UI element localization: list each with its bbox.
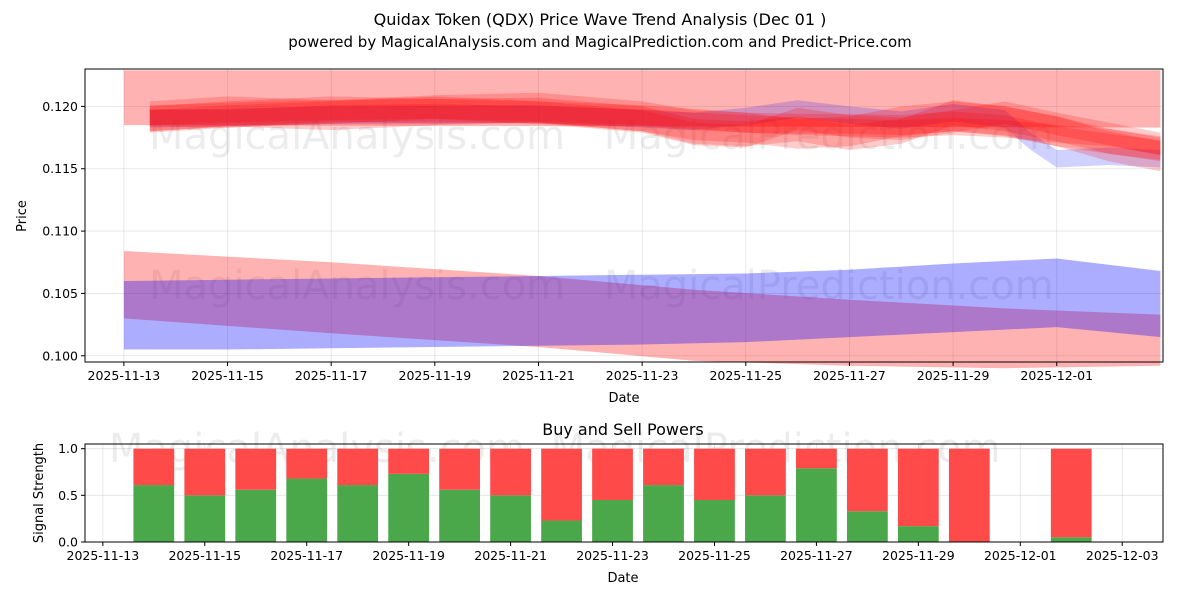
price-y-tick-label: 0.115 bbox=[42, 161, 78, 176]
price-x-ticks: 2025-11-13 2025-11-15 2025-11-17 2025-11-19… bbox=[88, 362, 1093, 383]
buy-bar bbox=[745, 495, 786, 542]
sell-bar bbox=[184, 448, 226, 496]
signal-y-axis-label: Signal Strength bbox=[32, 443, 47, 543]
upper-red-wave bbox=[149, 98, 1161, 160]
price-y-tick-label: 0.110 bbox=[42, 224, 78, 239]
signal-x-tick-label: 2025-11-19 bbox=[372, 548, 445, 563]
sell-bar bbox=[490, 448, 531, 496]
price-x-tick-label: 2025-11-25 bbox=[709, 368, 782, 383]
chart-title: Quidax Token (QDX) Price Wave Trend Anal… bbox=[374, 10, 827, 29]
sell-bar bbox=[286, 448, 328, 479]
signal-x-axis-label: Date bbox=[607, 571, 638, 586]
sell-bar bbox=[846, 448, 888, 512]
buy-bar bbox=[846, 511, 888, 542]
upper-blue-wave bbox=[149, 100, 1161, 168]
price-y-ticks: 0.100 0.105 0.110 0.115 0.120 bbox=[42, 99, 85, 363]
buy-bar bbox=[439, 489, 481, 542]
sell-bar bbox=[337, 448, 379, 486]
signal-y-tick-label: 0.0 bbox=[58, 535, 78, 550]
buy-bar bbox=[286, 478, 328, 542]
sell-bar bbox=[796, 448, 837, 469]
signal-x-tick-label: 2025-11-23 bbox=[576, 548, 649, 563]
watermark-text: MagicalPrediction.com bbox=[604, 263, 1054, 309]
sell-bar bbox=[235, 448, 277, 490]
signal-y-tick-label: 0.5 bbox=[58, 488, 78, 503]
buy-bar bbox=[388, 473, 430, 542]
upper-red-wave bbox=[149, 92, 1161, 172]
sell-bar bbox=[592, 448, 633, 500]
upper-red-wave bbox=[149, 96, 1161, 155]
price-x-tick-label: 2025-11-23 bbox=[606, 368, 679, 383]
price-x-tick-label: 2025-11-17 bbox=[295, 368, 368, 383]
signal-x-ticks: 2025-11-13 2025-11-15 2025-11-17 2025-11-19… bbox=[67, 542, 1159, 563]
price-y-tick-label: 0.120 bbox=[42, 99, 78, 114]
watermark-text: MagicalPrediction.com bbox=[604, 113, 1054, 159]
signal-panel: Buy and Sell Powers MagicalAnalysis.comM… bbox=[32, 420, 1164, 586]
price-x-tick-label: 2025-11-27 bbox=[813, 368, 886, 383]
lower-red-band bbox=[123, 251, 1161, 369]
watermark-text: MagicalAnalysis.com bbox=[149, 263, 565, 309]
signal-x-tick-label: 2025-11-17 bbox=[270, 548, 343, 563]
upper-red-wave bbox=[149, 103, 1161, 155]
price-x-axis-label: Date bbox=[608, 391, 639, 406]
signal-x-tick-label: 2025-11-27 bbox=[780, 548, 853, 563]
sell-bar bbox=[948, 448, 990, 542]
price-x-tick-label: 2025-11-13 bbox=[88, 368, 161, 383]
price-bands bbox=[123, 70, 1161, 369]
price-y-axis-label: Price bbox=[15, 200, 30, 232]
price-panel: MagicalAnalysis.com MagicalPrediction.com… bbox=[15, 68, 1164, 406]
buy-bar bbox=[643, 485, 684, 542]
buy-bar bbox=[897, 526, 939, 542]
upper-envelope-band bbox=[123, 70, 1161, 128]
signal-x-tick-label: 2025-11-25 bbox=[678, 548, 751, 563]
buy-bar bbox=[133, 485, 175, 542]
price-y-tick-label: 0.100 bbox=[42, 348, 78, 363]
price-watermarks: MagicalAnalysis.com MagicalPrediction.com… bbox=[149, 113, 1054, 309]
buy-bar bbox=[235, 489, 277, 542]
sell-bar bbox=[694, 448, 735, 500]
buy-bar bbox=[796, 468, 837, 542]
buy-bar bbox=[184, 495, 226, 542]
signal-axes-frame bbox=[84, 443, 1164, 543]
buy-bar bbox=[541, 520, 582, 542]
signal-x-tick-label: 2025-11-15 bbox=[168, 548, 241, 563]
price-gridlines bbox=[85, 69, 1163, 362]
price-y-tick-label: 0.105 bbox=[42, 286, 78, 301]
buy-bar bbox=[694, 500, 735, 542]
sell-bar bbox=[133, 448, 175, 486]
signal-x-tick-label: 2025-12-01 bbox=[984, 548, 1057, 563]
price-x-tick-label: 2025-12-01 bbox=[1020, 368, 1093, 383]
buy-bar bbox=[1050, 537, 1092, 542]
buy-bar bbox=[337, 485, 379, 542]
sell-bar bbox=[643, 448, 684, 486]
sell-bar bbox=[897, 448, 939, 527]
price-x-tick-label: 2025-11-29 bbox=[917, 368, 990, 383]
buy-bar bbox=[592, 500, 633, 542]
signal-x-tick-label: 2025-12-03 bbox=[1086, 548, 1159, 563]
signal-bars bbox=[133, 448, 1092, 542]
price-x-tick-label: 2025-11-15 bbox=[191, 368, 264, 383]
buy-bar bbox=[490, 495, 531, 542]
watermark-text: MagicalAnalysis.com bbox=[149, 113, 565, 159]
sell-bar bbox=[541, 448, 582, 521]
signal-y-tick-label: 1.0 bbox=[58, 441, 78, 456]
sell-bar bbox=[745, 448, 786, 496]
price-x-tick-label: 2025-11-21 bbox=[502, 368, 575, 383]
signal-x-tick-label: 2025-11-13 bbox=[67, 548, 140, 563]
sell-bar bbox=[439, 448, 481, 490]
signal-title: Buy and Sell Powers bbox=[542, 420, 704, 439]
sell-bar bbox=[388, 448, 430, 474]
signal-y-ticks: 0.0 0.5 1.0 bbox=[58, 441, 85, 550]
sell-bar bbox=[1050, 448, 1092, 538]
price-x-tick-label: 2025-11-19 bbox=[399, 368, 472, 383]
signal-x-tick-label: 2025-11-29 bbox=[882, 548, 955, 563]
lower-blue-band bbox=[123, 258, 1161, 350]
chart-subtitle: powered by MagicalAnalysis.com and Magic… bbox=[288, 33, 912, 51]
price-axes-frame bbox=[84, 68, 1164, 363]
signal-x-tick-label: 2025-11-21 bbox=[474, 548, 547, 563]
upper-red-wave bbox=[149, 96, 1161, 162]
